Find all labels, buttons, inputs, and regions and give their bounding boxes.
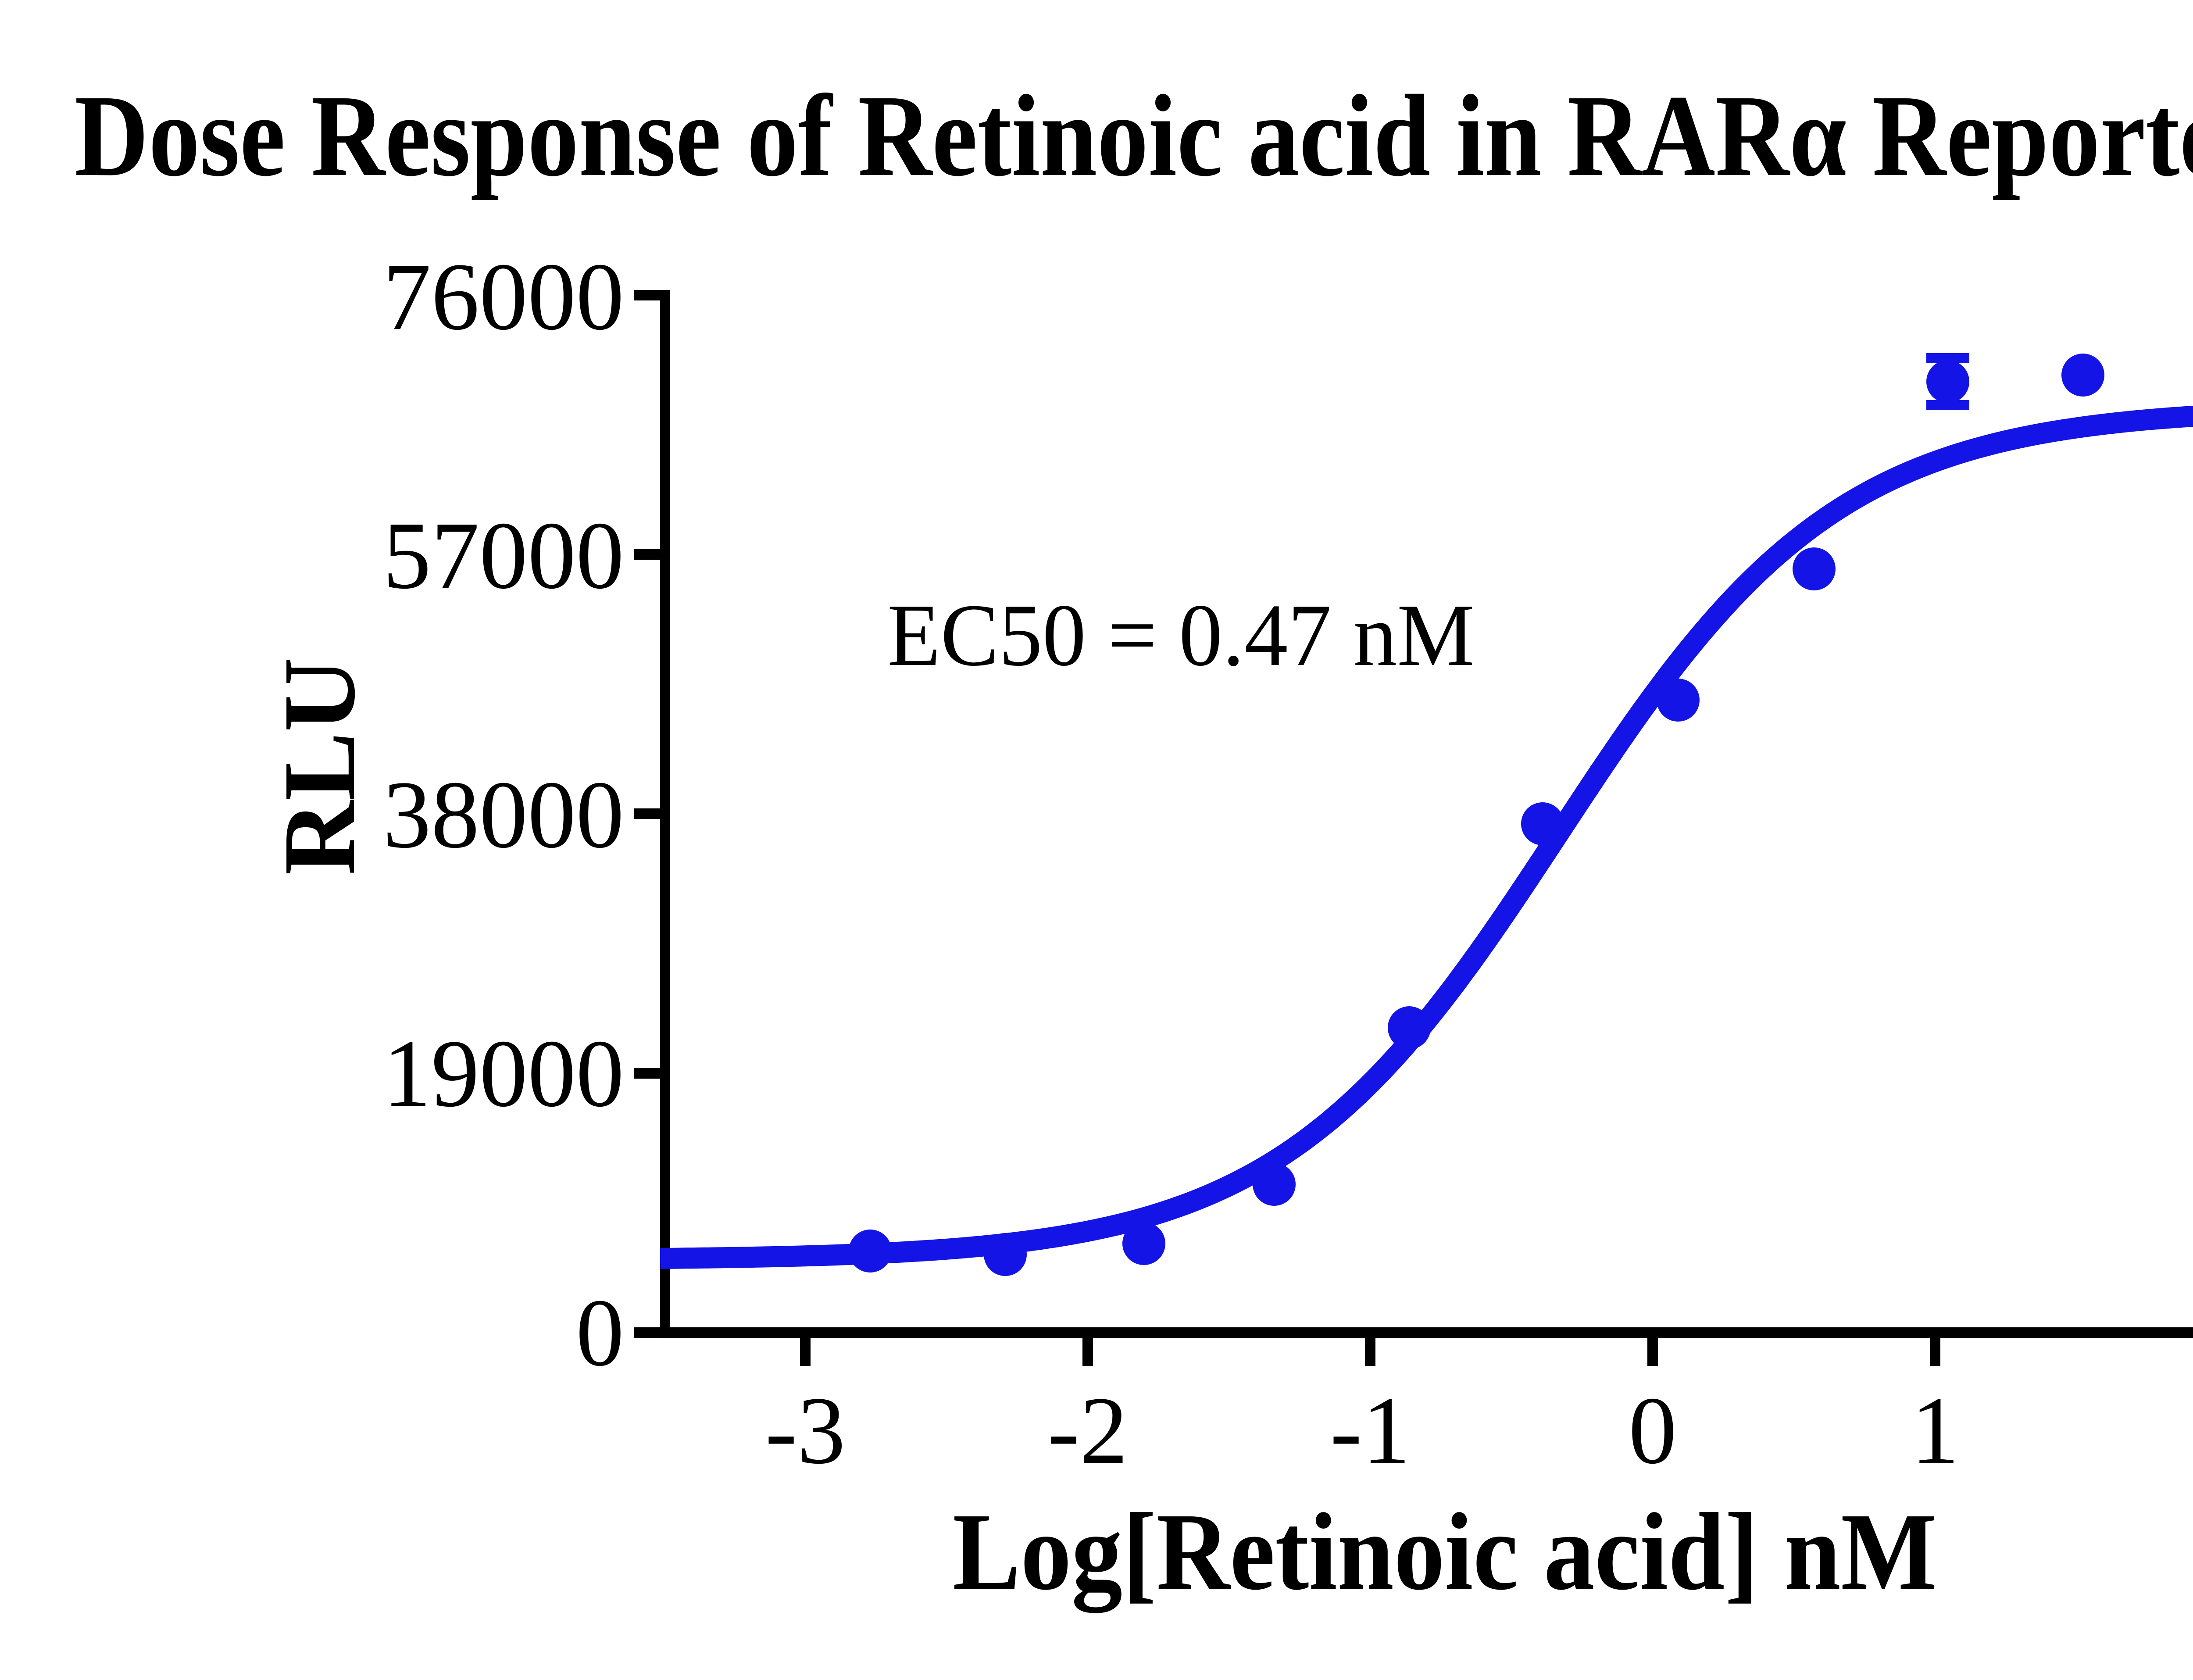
svg-text:38000: 38000 bbox=[383, 761, 624, 868]
svg-text:19000: 19000 bbox=[383, 1020, 624, 1127]
svg-text:Log[Retinoic acid] nM: Log[Retinoic acid] nM bbox=[953, 1490, 1937, 1613]
svg-text:RLU: RLU bbox=[262, 658, 376, 875]
svg-text:-2: -2 bbox=[1047, 1377, 1128, 1484]
svg-text:0: 0 bbox=[576, 1279, 624, 1386]
svg-text:EC50 = 0.47 nM: EC50 = 0.47 nM bbox=[887, 586, 1475, 684]
svg-text:-1: -1 bbox=[1330, 1377, 1410, 1484]
svg-text:57000: 57000 bbox=[383, 502, 624, 609]
svg-text:0: 0 bbox=[1629, 1377, 1677, 1484]
svg-text:-3: -3 bbox=[765, 1377, 845, 1484]
svg-text:76000: 76000 bbox=[383, 243, 624, 350]
svg-text:1: 1 bbox=[1911, 1377, 1959, 1484]
svg-text:Dose Response of Retinoic acid: Dose Response of Retinoic acid in RARα R… bbox=[75, 71, 2193, 200]
